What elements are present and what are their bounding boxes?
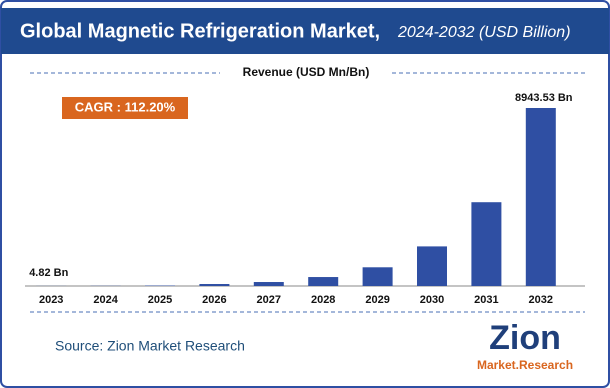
bar — [362, 267, 393, 286]
x-tick-label: 2023 — [39, 294, 63, 306]
logo-top: Zion — [489, 319, 561, 357]
header-bar — [1, 8, 609, 54]
value-label: 4.82 Bn — [29, 267, 68, 279]
x-tick-label: 2031 — [474, 294, 498, 306]
x-tick-label: 2029 — [365, 294, 389, 306]
bar — [308, 277, 339, 286]
value-label: 8943.53 Bn — [515, 92, 573, 104]
chart-subtitle: 2024-2032 (USD Billion) — [397, 24, 571, 41]
bar — [199, 284, 230, 286]
x-tick-label: 2027 — [257, 294, 281, 306]
x-tick-label: 2030 — [420, 294, 444, 306]
bar — [471, 202, 502, 286]
logo-bottom: Market.Research — [477, 358, 573, 372]
source: Source: Zion Market Research — [55, 338, 245, 354]
chart-title: Global Magnetic Refrigeration Market, — [20, 20, 380, 42]
x-tick-label: 2028 — [311, 294, 335, 306]
x-tick-label: 2032 — [529, 294, 553, 306]
x-tick-label: 2024 — [93, 294, 118, 306]
bar — [253, 282, 284, 286]
cagr-label: CAGR : 112.20% — [75, 99, 176, 114]
x-tick-label: 2026 — [202, 294, 226, 306]
axis-label: Revenue (USD Mn/Bn) — [243, 65, 370, 79]
cagr-box — [62, 97, 188, 119]
x-tick-label: 2025 — [148, 294, 172, 306]
bar — [417, 246, 447, 286]
bar — [525, 108, 556, 286]
